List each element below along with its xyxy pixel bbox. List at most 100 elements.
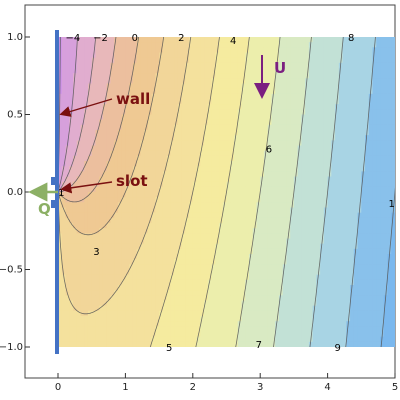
contour-fill-cell bbox=[365, 176, 370, 183]
contour-fill-cell bbox=[166, 228, 171, 234]
contour-fill-cell bbox=[219, 254, 224, 260]
contour-fill-cell bbox=[102, 93, 108, 100]
contour-fill-cell bbox=[230, 57, 235, 64]
contour-fill-cell bbox=[192, 259, 198, 265]
contour-fill-cell bbox=[91, 233, 97, 240]
contour-fill-cell bbox=[136, 300, 141, 307]
contour-fill-cell bbox=[140, 331, 145, 338]
contour-fill-cell bbox=[121, 264, 126, 271]
contour-fill-cell bbox=[144, 331, 149, 338]
contour-fill-cell bbox=[260, 155, 265, 162]
contour-fill-cell bbox=[65, 316, 70, 322]
contour-fill-cell bbox=[61, 321, 67, 327]
contour-fill-cell bbox=[245, 233, 250, 240]
contour-fill-cell bbox=[65, 243, 70, 250]
contour-fill-cell bbox=[110, 78, 115, 85]
contour-fill-cell bbox=[144, 259, 149, 265]
contour-fill-cell bbox=[192, 68, 198, 74]
contour-fill-cell bbox=[91, 119, 97, 126]
contour-fill-cell bbox=[204, 99, 209, 105]
contour-fill-cell bbox=[69, 93, 74, 100]
contour-fill-cell bbox=[331, 93, 336, 100]
contour-fill-cell bbox=[166, 52, 171, 59]
contour-fill-cell bbox=[256, 285, 261, 291]
contour-fill-cell bbox=[170, 248, 175, 255]
contour-fill-cell bbox=[144, 57, 149, 64]
contour-fill-cell bbox=[110, 42, 115, 48]
contour-fill-cell bbox=[121, 73, 126, 79]
contour-fill-cell bbox=[192, 238, 198, 245]
contour-fill-cell bbox=[80, 104, 85, 110]
contour-fill-cell bbox=[204, 300, 209, 307]
contour-fill-cell bbox=[297, 264, 302, 271]
contour-fill-cell bbox=[365, 197, 370, 203]
contour-fill-cell bbox=[219, 145, 224, 152]
contour-fill-cell bbox=[278, 99, 284, 105]
contour-fill-cell bbox=[84, 62, 89, 69]
contour-fill-cell bbox=[174, 274, 179, 281]
contour-fill-cell bbox=[275, 254, 280, 260]
contour-fill-cell bbox=[230, 130, 235, 136]
contour-fill-cell bbox=[361, 171, 366, 178]
contour-fill-cell bbox=[267, 212, 273, 219]
contour-fill-cell bbox=[230, 37, 235, 43]
contour-fill-cell bbox=[174, 52, 179, 59]
contour-fill-cell bbox=[350, 300, 355, 307]
contour-fill-cell bbox=[200, 202, 205, 209]
contour-fill-cell bbox=[136, 197, 141, 203]
contour-fill-cell bbox=[346, 326, 351, 333]
contour-fill-cell bbox=[346, 88, 351, 95]
contour-fill-cell bbox=[278, 228, 284, 234]
contour-fill-cell bbox=[204, 197, 209, 203]
contour-fill-cell bbox=[233, 331, 239, 338]
contour-fill-cell bbox=[121, 243, 126, 250]
contour-fill-cell bbox=[177, 279, 183, 286]
contour-fill-cell bbox=[125, 78, 130, 85]
contour-fill-cell bbox=[271, 104, 276, 110]
contour-fill-cell bbox=[301, 310, 306, 317]
contour-fill-cell bbox=[365, 114, 370, 121]
contour-fill-cell bbox=[320, 285, 325, 291]
contour-fill-cell bbox=[222, 316, 228, 322]
contour-fill-cell bbox=[316, 37, 321, 43]
contour-fill-cell bbox=[305, 212, 310, 219]
contour-fill-cell bbox=[72, 109, 78, 116]
contour-fill-cell bbox=[69, 68, 74, 74]
contour-fill-cell bbox=[350, 295, 355, 302]
contour-fill-cell bbox=[222, 57, 228, 64]
contour-fill-cell bbox=[260, 238, 265, 245]
contour-fill-cell bbox=[263, 202, 269, 209]
contour-fill-cell bbox=[237, 331, 243, 338]
contour-fill-cell bbox=[95, 114, 100, 121]
contour-fill-cell bbox=[256, 171, 261, 178]
contour-fill-cell bbox=[159, 135, 164, 141]
contour-fill-cell bbox=[350, 207, 355, 214]
contour-fill-cell bbox=[192, 161, 198, 167]
contour-fill-cell bbox=[271, 300, 276, 307]
contour-fill-cell bbox=[320, 161, 325, 167]
contour-fill-cell bbox=[275, 109, 280, 116]
contour-fill-cell bbox=[181, 285, 186, 291]
contour-fill-cell bbox=[106, 269, 112, 276]
contour-fill-cell bbox=[286, 104, 291, 110]
contour-fill-cell bbox=[293, 104, 299, 110]
contour-fill-cell bbox=[58, 295, 63, 302]
contour-fill-cell bbox=[248, 217, 254, 224]
contour-fill-cell bbox=[99, 310, 104, 317]
contour-fill-cell bbox=[357, 130, 362, 136]
contour-fill-cell bbox=[84, 248, 89, 255]
contour-fill-cell bbox=[76, 295, 82, 302]
contour-fill-cell bbox=[192, 202, 198, 209]
contour-fill-cell bbox=[91, 212, 97, 219]
contour-fill-cell bbox=[72, 326, 78, 333]
contour-fill-cell bbox=[222, 186, 228, 193]
contour-fill-cell bbox=[361, 155, 366, 162]
contour-fill-cell bbox=[312, 217, 317, 224]
contour-fill-cell bbox=[91, 47, 97, 54]
contour-fill-cell bbox=[65, 114, 70, 121]
contour-fill-cell bbox=[323, 243, 329, 250]
contour-fill-cell bbox=[177, 68, 183, 74]
contour-fill-cell bbox=[278, 155, 284, 162]
contour-fill-cell bbox=[65, 99, 70, 105]
contour-fill-cell bbox=[106, 93, 112, 100]
